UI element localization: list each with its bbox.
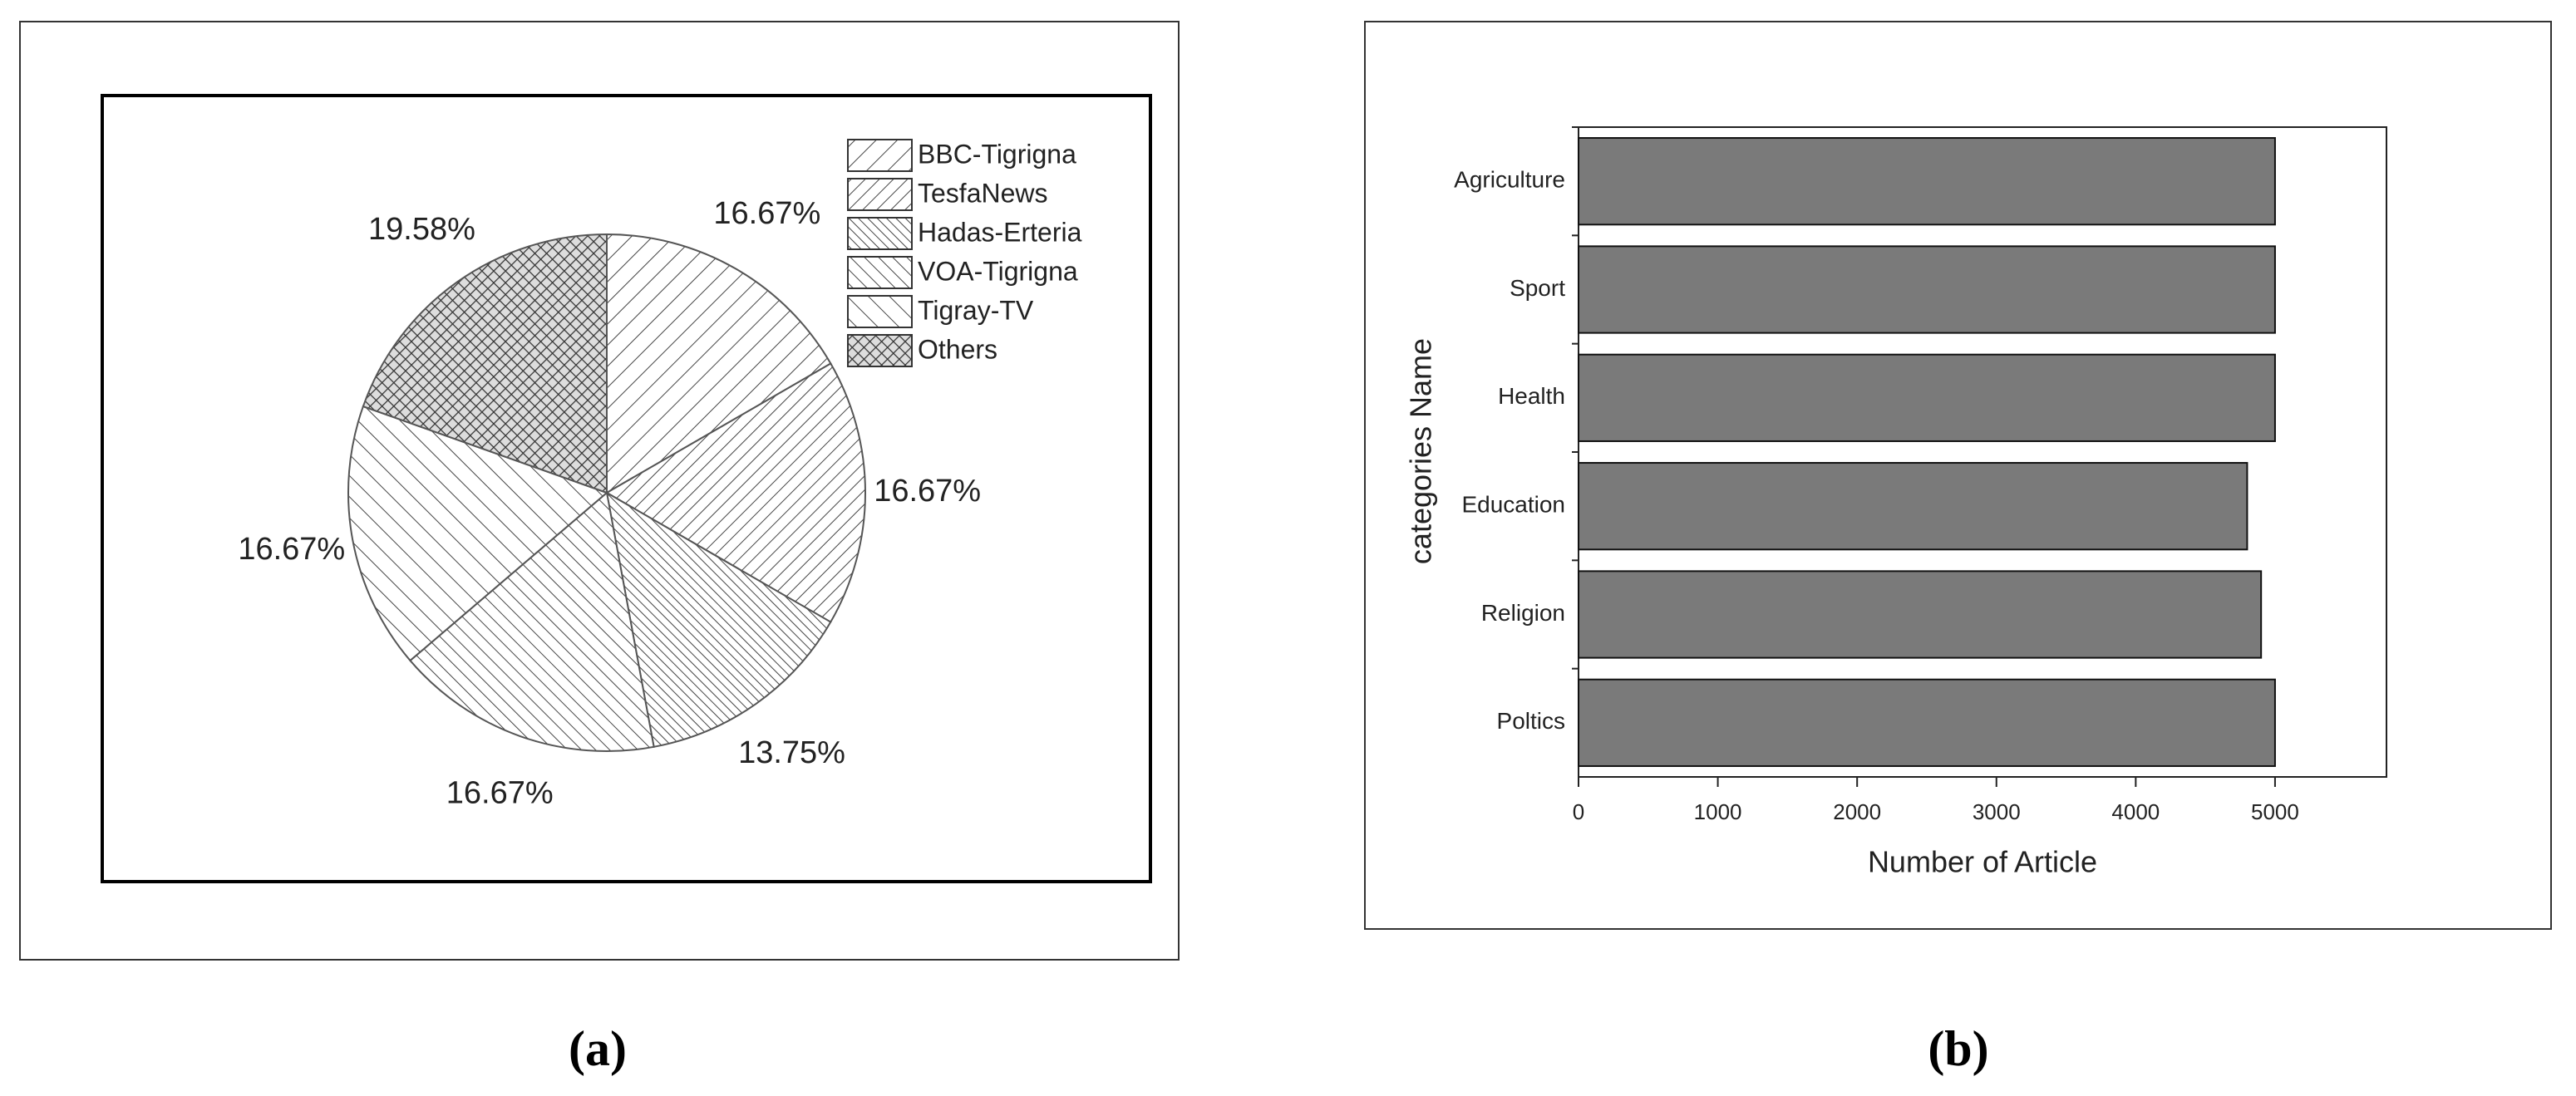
- bar: [1578, 678, 2276, 767]
- slice-label: 19.58%: [368, 212, 475, 247]
- plot-frame: [101, 94, 1152, 883]
- legend-label: TesfaNews: [918, 178, 1048, 208]
- bar: [1578, 353, 2276, 442]
- pie-slice: [362, 233, 608, 494]
- pie-slice: [409, 491, 655, 752]
- legend-swatch: [847, 178, 913, 211]
- y-tick-label: Sport: [1510, 275, 1565, 301]
- y-tick-label: Poltics: [1497, 708, 1565, 734]
- y-tick-label: Religion: [1481, 600, 1565, 626]
- caption: (b): [1928, 1021, 1988, 1076]
- pie-slice: [605, 362, 866, 623]
- x-tick-label: 3000: [1973, 799, 2021, 824]
- slice-label: 16.67%: [238, 532, 345, 567]
- x-tick-label: 5000: [2251, 799, 2299, 824]
- bar: [1578, 462, 2248, 551]
- x-tick-label: 2000: [1833, 799, 1881, 824]
- caption: (a): [569, 1021, 627, 1076]
- pie-slice: [605, 491, 832, 748]
- panel-frame: [19, 21, 1180, 961]
- slice-label: 16.67%: [446, 776, 554, 811]
- legend-label: Others: [918, 334, 997, 364]
- legend-swatch: [847, 334, 913, 367]
- x-tick-label: 4000: [2111, 799, 2160, 824]
- slice-label: 16.67%: [874, 474, 981, 509]
- legend-label: Hadas-Erteria: [918, 217, 1082, 247]
- legend-label: VOA-Tigrigna: [918, 256, 1078, 286]
- legend-label: BBC-Tigrigna: [918, 139, 1076, 169]
- legend-swatch: [847, 217, 913, 250]
- y-tick-label: Health: [1498, 383, 1565, 409]
- pie-slice: [606, 233, 832, 494]
- y-tick-label: Education: [1461, 492, 1565, 518]
- bar: [1578, 137, 2276, 226]
- legend-swatch: [847, 295, 913, 328]
- legend-swatch: [847, 139, 913, 172]
- bar: [1578, 570, 2263, 659]
- x-tick-label: 0: [1573, 799, 1584, 824]
- panel-frame: [1364, 21, 2552, 930]
- x-axis-label: Number of Article: [1868, 845, 2097, 879]
- legend-label: Tigray-TV: [918, 295, 1034, 325]
- bar: [1578, 245, 2276, 334]
- slice-label: 16.67%: [713, 196, 820, 231]
- y-tick-label: Agriculture: [1454, 167, 1565, 193]
- slice-label: 13.75%: [738, 735, 845, 770]
- x-tick-label: 1000: [1694, 799, 1742, 824]
- legend-swatch: [847, 256, 913, 289]
- y-axis-label: categories Name: [1404, 338, 1438, 564]
